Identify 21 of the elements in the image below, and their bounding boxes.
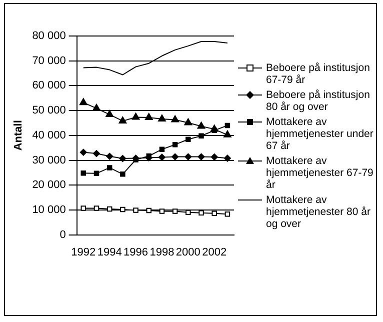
y-tick-label: 30 000 xyxy=(32,154,66,166)
legend-label: Mottakere av hjemmetjenester under 67 år xyxy=(266,116,374,152)
legend-label: Beboere på institusjon 67-79 år xyxy=(266,62,371,86)
y-axis-title: Antall xyxy=(12,120,25,151)
y-tick-label: 40 000 xyxy=(32,129,66,142)
legend-label: Beboere på institusjon 80 år og over xyxy=(266,89,371,113)
y-tick-label: 10 000 xyxy=(32,204,66,216)
x-tick-label: 1994 xyxy=(97,246,122,258)
y-tick-label: 0 xyxy=(60,228,66,241)
y-tick-label: 60 000 xyxy=(32,80,66,92)
legend-label: Mottakere av hjemmetjenester 80 år og over xyxy=(266,194,372,230)
y-tick-label: 80 000 xyxy=(32,30,66,42)
x-tick-label: 1992 xyxy=(71,246,96,258)
x-tick-label: 1996 xyxy=(124,246,148,258)
y-tick-label: 20 000 xyxy=(32,179,66,192)
x-tick-label: 2000 xyxy=(176,246,200,258)
y-tick-label: 70 000 xyxy=(32,54,66,67)
x-tick-label: 2002 xyxy=(202,246,227,258)
legend-label: Mottakere av hjemmetjenester 67-79 år xyxy=(266,155,374,191)
y-tick-label: 50 000 xyxy=(32,104,66,117)
x-tick-label: 1998 xyxy=(150,246,174,258)
